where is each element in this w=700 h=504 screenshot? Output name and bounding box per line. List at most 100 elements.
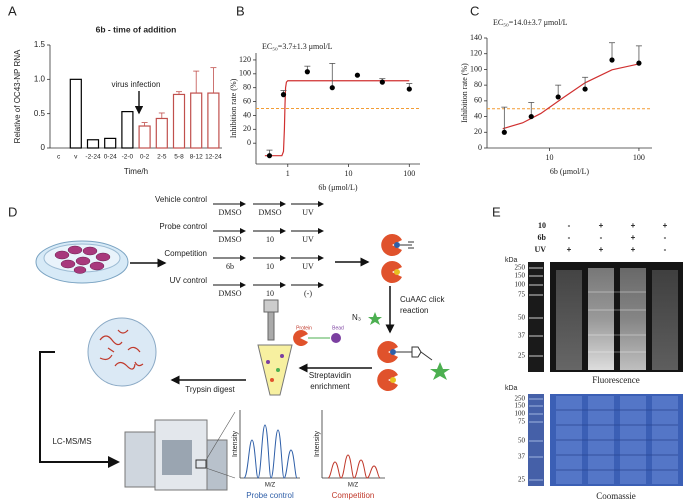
x-axis-label: Time/h — [124, 167, 148, 176]
treatment-label: Probe control — [159, 222, 207, 231]
bead-label: Bead — [332, 325, 344, 331]
treatment-label: UV control — [170, 276, 208, 285]
y-tick-label: 0 — [41, 143, 46, 152]
treatment-step: 10 — [266, 235, 274, 244]
spectrum-blue — [239, 410, 300, 479]
y-tick-label: 40 — [243, 110, 251, 119]
point — [354, 72, 361, 78]
panel-labels: A B C D E — [8, 3, 501, 219]
marker-label: 100 — [515, 410, 526, 418]
bar — [86, 139, 100, 149]
treatment-step: 10 — [266, 289, 274, 298]
gel-sign: + — [631, 245, 636, 254]
marker-label: 150 — [515, 272, 526, 280]
annotation: EC₅₀=3.7±1.3 μmol/L — [262, 42, 333, 51]
gel-sign: + — [599, 245, 604, 254]
y-tick-label: 120 — [470, 49, 482, 58]
arrow — [39, 351, 120, 468]
chart-a: 0 0.5 1.0 1.5 c v -2-24 0-24 -2-0 0-2 2-5 5-8 8-12 12… — [13, 24, 222, 176]
point — [406, 86, 412, 92]
treatment-step: UV — [302, 262, 314, 271]
point — [379, 79, 385, 85]
marker-label: 37 — [518, 453, 526, 461]
x-tick-label: 2-5 — [157, 154, 167, 161]
reagent-star — [368, 312, 382, 325]
spectrum-red — [321, 410, 385, 479]
y-tick-label: 100 — [470, 64, 482, 73]
ladder-lane — [528, 394, 544, 486]
treatment-step: UV — [302, 208, 314, 217]
y-tick-label: 0.5 — [34, 109, 46, 118]
point — [528, 113, 534, 120]
gel-unit: kDa — [505, 257, 518, 264]
x-tick-label: 10 — [345, 169, 353, 178]
point — [609, 57, 615, 63]
spectrum-axis: M/Z — [265, 483, 276, 489]
treatment-step: DMSO — [218, 208, 241, 217]
x-tick-label: 5-8 — [174, 154, 184, 161]
gel-caption: Coomassie — [596, 491, 636, 501]
y-tick-label: 20 — [474, 127, 482, 136]
point — [501, 129, 507, 135]
gel-sign: - — [568, 233, 571, 242]
step-label: LC-MS/MS — [52, 437, 91, 446]
cells — [54, 245, 111, 274]
y-tick-label: 20 — [243, 124, 251, 133]
x-tick-label: 0-2 — [140, 154, 150, 161]
bar — [138, 125, 151, 149]
x-tick-label: 10 — [546, 153, 554, 162]
bar — [155, 117, 168, 149]
fit-curve — [264, 80, 410, 157]
spectrum-name: Competition — [332, 491, 375, 500]
gel-sign: + — [631, 221, 636, 230]
bar — [190, 92, 203, 149]
bar — [69, 78, 82, 149]
x-axis-label: 6b (μmol/L) — [550, 167, 590, 176]
treatment-label: Competition — [164, 249, 207, 258]
gel-row-label: 10 — [538, 221, 546, 230]
marker-label: 50 — [518, 437, 526, 445]
y-axis-label: Relative of OC43-NP RNA — [13, 49, 22, 143]
step-label: Streptavidin — [309, 371, 351, 380]
treatment-step: DMSO — [258, 208, 281, 217]
protein-label: Protein — [296, 325, 312, 331]
marker-label: 75 — [518, 418, 526, 426]
marker-label: 250 — [515, 395, 526, 403]
treatment-step: DMSO — [218, 235, 241, 244]
point — [636, 60, 642, 66]
x-tick-label: 0-24 — [104, 154, 117, 161]
annotation: virus infection — [112, 80, 161, 89]
y-tick-label: 0 — [478, 143, 482, 152]
x-tick-label: 8-12 — [190, 154, 203, 161]
marker-label: 100 — [515, 281, 526, 289]
gel-caption: Fluorescence — [592, 375, 639, 385]
marker-label: 75 — [518, 291, 526, 299]
y-tick-label: 40 — [474, 111, 482, 120]
y-tick-label: 60 — [474, 96, 482, 105]
x-tick-label: 1 — [286, 169, 290, 178]
gel-sign: - — [600, 233, 603, 242]
y-axis-label: Inhibition rate (%) — [229, 78, 238, 138]
peptide-circle — [87, 317, 157, 387]
x-tick-label: v — [74, 154, 78, 161]
step-label: CuAAC click — [400, 295, 445, 304]
annotation: EC₅₀=14.0±3.7 μmol/L — [493, 18, 568, 27]
chart-title: 6b - time of addition — [96, 24, 177, 34]
point — [582, 86, 588, 92]
panel-label: C — [470, 3, 479, 18]
spectrum-axis: M/Z — [348, 483, 359, 489]
marker-label: 37 — [518, 332, 526, 340]
y-tick-label: 60 — [243, 96, 251, 105]
point — [555, 94, 561, 100]
treatment-step: DMSO — [218, 289, 241, 298]
point — [304, 69, 310, 75]
spectrum-name: Probe control — [246, 491, 294, 500]
x-tick-label: 100 — [633, 153, 645, 162]
gel-sign: + — [631, 233, 636, 242]
treatment-label: Vehicle control — [155, 195, 207, 204]
gel-sign: + — [599, 221, 604, 230]
panel-label: D — [8, 204, 17, 219]
marker-label: 150 — [515, 402, 526, 410]
